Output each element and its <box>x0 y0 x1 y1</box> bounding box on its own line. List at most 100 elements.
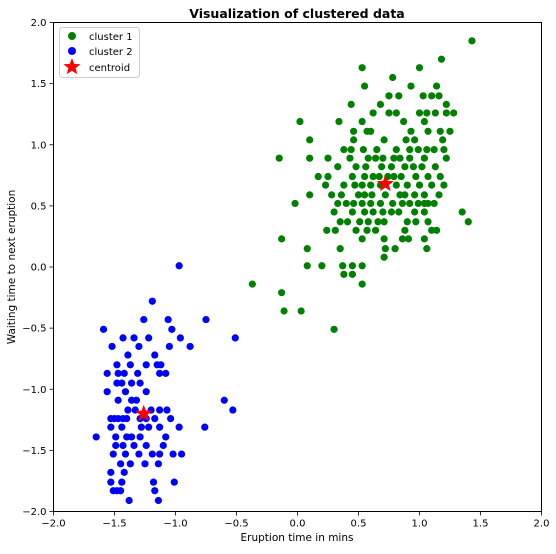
data-point <box>392 181 400 189</box>
x-tick-label: −1.0 <box>163 519 187 530</box>
data-point <box>169 450 177 458</box>
data-point <box>92 433 100 441</box>
data-point <box>397 172 405 181</box>
data-point <box>135 450 143 458</box>
x-tick-label: 0.5 <box>351 519 367 530</box>
data-point <box>420 191 428 199</box>
data-point <box>436 172 444 181</box>
data-point <box>361 208 369 216</box>
data-point <box>132 396 141 404</box>
data-point <box>151 487 159 495</box>
data-point <box>296 117 304 126</box>
data-point <box>430 146 438 154</box>
data-point <box>334 163 342 171</box>
data-point <box>339 262 347 270</box>
data-point <box>148 297 156 305</box>
data-point <box>306 136 314 144</box>
data-point <box>107 478 115 486</box>
data-point <box>415 64 424 72</box>
data-point <box>411 191 419 199</box>
x-tick-label: 1.0 <box>412 519 428 530</box>
data-point <box>136 379 144 387</box>
data-point <box>340 181 348 189</box>
data-point <box>398 199 407 208</box>
y-axis-label: Waiting time to next eruption <box>6 190 18 345</box>
data-point <box>367 199 375 208</box>
data-point <box>330 208 338 216</box>
data-point <box>156 369 164 377</box>
data-point <box>124 406 132 414</box>
x-tick-label: 2.0 <box>534 519 550 530</box>
data-point <box>361 191 369 199</box>
data-point <box>130 334 138 342</box>
data-point <box>114 396 122 404</box>
data-point <box>424 172 432 181</box>
data-point <box>375 172 383 181</box>
data-point <box>442 109 450 117</box>
data-point <box>419 92 427 100</box>
data-point <box>119 441 127 450</box>
data-point <box>403 181 411 189</box>
data-point <box>387 208 396 216</box>
data-point <box>350 127 358 135</box>
data-point <box>248 280 256 288</box>
data-point <box>400 117 408 126</box>
data-point <box>390 172 398 181</box>
data-point <box>186 342 194 351</box>
data-point <box>314 172 322 181</box>
data-point <box>323 226 331 234</box>
x-tick-label: 1.5 <box>473 519 489 530</box>
data-point <box>118 478 126 486</box>
data-point <box>153 361 161 369</box>
data-point <box>136 433 144 441</box>
data-point <box>367 181 375 189</box>
data-point <box>396 154 404 162</box>
data-point <box>348 172 356 181</box>
data-point <box>379 208 387 216</box>
data-point <box>151 414 159 423</box>
data-point <box>381 191 389 199</box>
data-point <box>464 218 472 226</box>
data-point <box>374 218 382 226</box>
y-tick-label: −0.5 <box>22 324 46 335</box>
data-point <box>306 191 314 199</box>
data-point <box>117 460 125 468</box>
data-point <box>118 379 126 387</box>
data-point <box>358 117 366 126</box>
data-point <box>401 163 409 171</box>
data-point <box>303 245 311 253</box>
data-point <box>381 245 389 253</box>
data-point <box>415 181 424 189</box>
data-point <box>175 423 183 431</box>
data-point <box>99 325 108 333</box>
data-point <box>363 226 371 234</box>
data-point <box>380 253 388 261</box>
data-point <box>358 280 366 288</box>
data-point <box>358 199 366 208</box>
data-point <box>113 361 121 369</box>
series-cluster-1 <box>248 37 476 333</box>
data-point <box>420 117 428 126</box>
legend-label-cluster-2: cluster 2 <box>89 47 133 58</box>
data-point <box>356 218 364 226</box>
data-point <box>336 245 344 253</box>
data-point <box>348 208 356 216</box>
y-tick-label: −1.0 <box>22 385 46 396</box>
data-point <box>435 92 443 100</box>
data-point <box>385 92 393 100</box>
data-point <box>306 154 314 162</box>
data-point <box>176 334 184 342</box>
data-point <box>437 55 446 63</box>
x-tick-label: −2.0 <box>41 519 65 530</box>
data-point <box>342 199 350 208</box>
plot-area <box>53 22 542 512</box>
data-point <box>364 218 372 226</box>
data-point <box>361 172 369 181</box>
data-point <box>162 369 170 377</box>
data-point <box>395 208 403 216</box>
data-point <box>170 478 178 486</box>
series-cluster-2 <box>92 262 239 505</box>
data-point <box>231 334 239 342</box>
data-point <box>358 235 366 243</box>
